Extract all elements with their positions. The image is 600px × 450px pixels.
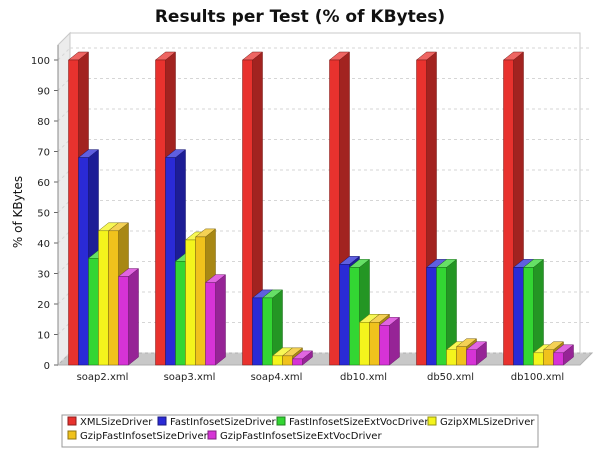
bar [378, 316, 401, 366]
legend-label: GzipFastInfosetSizeDriver [80, 431, 209, 442]
x-tick-label: soap4.xml [251, 372, 303, 383]
legend-swatch [207, 430, 217, 440]
legend-swatch [427, 416, 437, 426]
bar [435, 258, 458, 366]
legend-swatch [67, 430, 77, 440]
gridline [57, 200, 71, 213]
legend-label: GzipFastInfosetSizeExtVocDriver [220, 431, 382, 442]
x-tick-label: db50.xml [427, 372, 474, 383]
legend-box [61, 414, 539, 448]
y-tick-label: 70 [37, 148, 50, 159]
gridline [57, 322, 71, 335]
gridline [57, 352, 71, 366]
bar [261, 289, 284, 366]
legend-item: FastInfosetSizeExtVocDriver [276, 416, 429, 428]
bar [204, 274, 227, 366]
legend-label: GzipXMLSizeDriver [440, 417, 535, 428]
y-tick-label: 40 [37, 239, 50, 250]
gridline [57, 291, 71, 305]
bar [117, 268, 140, 366]
y-tick-label: 60 [37, 178, 50, 189]
legend-label: FastInfosetSizeExtVocDriver [289, 417, 429, 428]
gridline [57, 108, 71, 122]
x-axis: soap2.xml soap3.xml soap4.xml db10.xml db50.… [77, 372, 565, 383]
y-tick-label: 10 [37, 331, 50, 342]
gridline [57, 261, 71, 274]
x-tick-label: db10.xml [340, 372, 387, 383]
legend-item: XMLSizeDriver [67, 416, 153, 428]
bar [465, 341, 488, 366]
y-tick-label: 20 [37, 300, 50, 311]
legend-swatch [276, 416, 286, 426]
legend-swatch [67, 416, 77, 426]
bar [552, 344, 575, 366]
bars-group [67, 51, 575, 366]
y-tick-label: 50 [37, 209, 50, 220]
legend-item: GzipFastInfosetSizeDriver [67, 430, 209, 442]
gridline [57, 47, 71, 61]
y-axis: 0 10 20 30 40 50 60 70 80 90 100 [31, 45, 59, 372]
legend-item: FastInfosetSizeDriver [157, 416, 276, 428]
x-tick-label: soap2.xml [77, 372, 129, 383]
gridline [57, 230, 71, 244]
legend-item: GzipXMLSizeDriver [427, 416, 535, 428]
x-tick-label: db100.xml [511, 372, 564, 383]
bar [291, 350, 314, 366]
y-axis-label: % of KBytes [11, 176, 25, 248]
plot-area [56, 31, 594, 367]
gridline [57, 139, 71, 152]
y-tick-label: 30 [37, 270, 50, 281]
y-tick-label: 90 [37, 87, 50, 98]
y-tick-label: 0 [44, 361, 50, 372]
bar [241, 51, 264, 366]
legend-swatch [157, 416, 167, 426]
gridline [57, 169, 71, 183]
y-tick-label: 80 [37, 117, 50, 128]
x-tick-label: soap3.xml [164, 372, 216, 383]
chart-title: Results per Test (% of KBytes) [155, 7, 445, 27]
legend-label: XMLSizeDriver [80, 417, 153, 428]
y-tick-label: 100 [31, 56, 50, 67]
legend: XMLSizeDriver FastInfosetSizeDriver FastIn… [61, 414, 539, 448]
legend-label: FastInfosetSizeDriver [170, 417, 276, 428]
gridline [57, 78, 71, 91]
legend-item: GzipFastInfosetSizeExtVocDriver [207, 430, 382, 442]
bar [522, 258, 545, 366]
